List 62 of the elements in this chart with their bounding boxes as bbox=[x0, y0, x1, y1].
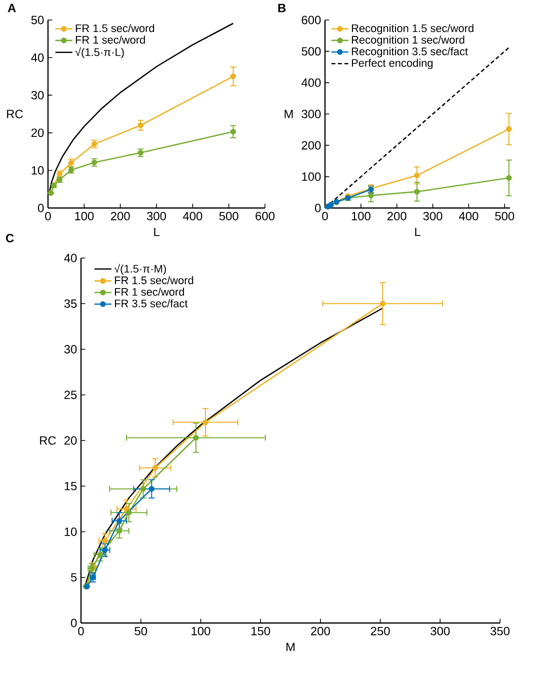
x-tick-label: 200 bbox=[311, 626, 330, 636]
y-tick-label: 15 bbox=[64, 482, 77, 490]
y-tick-label: 50 bbox=[31, 16, 44, 24]
y-tick-label: 600 bbox=[302, 16, 321, 24]
x-axis-title: L bbox=[415, 228, 420, 236]
y-tick-label: 30 bbox=[31, 90, 44, 100]
legend-label: Recognition 3.5 sec/fact bbox=[352, 47, 468, 58]
y-tick-label: 500 bbox=[302, 47, 321, 56]
x-axis-title: L bbox=[154, 228, 160, 236]
y-tick-label: 0 bbox=[38, 204, 44, 212]
x-tick-label: 500 bbox=[495, 212, 514, 220]
x-axis-title: M bbox=[286, 642, 294, 652]
y-tick-label: 20 bbox=[31, 128, 44, 138]
y-tick-label: 25 bbox=[64, 390, 77, 400]
y-tick-label: 10 bbox=[32, 166, 44, 175]
x-tick-label: 50 bbox=[134, 626, 148, 636]
legend-label: FR 1 sec/word bbox=[76, 36, 145, 44]
x-tick-label: 200 bbox=[110, 212, 130, 220]
y-tick-label: 20 bbox=[64, 436, 77, 445]
x-tick-label: 250 bbox=[370, 626, 390, 636]
x-tick-label: 300 bbox=[430, 626, 450, 636]
legend-label: √(1.5·π·M) bbox=[114, 264, 166, 275]
chart-title: C bbox=[6, 234, 14, 242]
y-axis-title: RC bbox=[7, 110, 23, 118]
x-tick-label: 400 bbox=[182, 212, 202, 220]
y-tick-label: 40 bbox=[64, 254, 77, 262]
x-tick-label: 300 bbox=[146, 212, 166, 220]
legend-label: FR 1 sec/word bbox=[114, 288, 184, 296]
x-tick-label: 300 bbox=[423, 212, 442, 220]
y-axis-title: M bbox=[284, 110, 293, 118]
chart-title: B bbox=[278, 4, 286, 12]
legend-label: FR 1.5 sec/word bbox=[76, 24, 154, 32]
y-tick-label: 40 bbox=[31, 53, 44, 62]
x-tick-label: 0 bbox=[45, 212, 51, 220]
x-tick-label: 0 bbox=[78, 626, 84, 636]
x-tick-label: 350 bbox=[490, 626, 510, 636]
y-tick-label: 30 bbox=[64, 345, 77, 354]
y-tick-label: 100 bbox=[302, 172, 321, 181]
y-tick-label: 10 bbox=[64, 528, 77, 536]
legend-label: FR 3.5 sec/fact bbox=[114, 299, 188, 308]
x-tick-label: 100 bbox=[192, 626, 210, 636]
x-tick-label: 0 bbox=[322, 212, 328, 220]
legend-label: √(1.5·π·L) bbox=[75, 47, 124, 58]
y-tick-label: 0 bbox=[314, 204, 321, 212]
y-tick-label: 35 bbox=[64, 299, 77, 308]
legend-label: Perfect encoding bbox=[352, 58, 433, 70]
y-tick-label: 400 bbox=[301, 78, 321, 87]
chart-title: A bbox=[8, 4, 16, 12]
x-tick-label: 200 bbox=[387, 212, 406, 220]
x-tick-label: 400 bbox=[459, 212, 478, 220]
legend-label: Recognition 1.5 sec/word bbox=[352, 24, 474, 34]
legend-label: FR 1.5 sec/word bbox=[114, 276, 194, 284]
y-tick-label: 200 bbox=[302, 141, 321, 150]
y-axis-title: RC bbox=[40, 436, 56, 445]
y-tick-label: 0 bbox=[70, 618, 77, 628]
x-tick-label: 600 bbox=[256, 212, 275, 220]
x-tick-label: 500 bbox=[219, 212, 238, 220]
legend-label: Recognition 1 sec/word bbox=[352, 36, 464, 46]
y-tick-label: 5 bbox=[70, 573, 77, 582]
x-tick-label: 100 bbox=[352, 212, 370, 220]
x-tick-label: 150 bbox=[252, 626, 270, 636]
y-tick-label: 300 bbox=[302, 110, 321, 118]
